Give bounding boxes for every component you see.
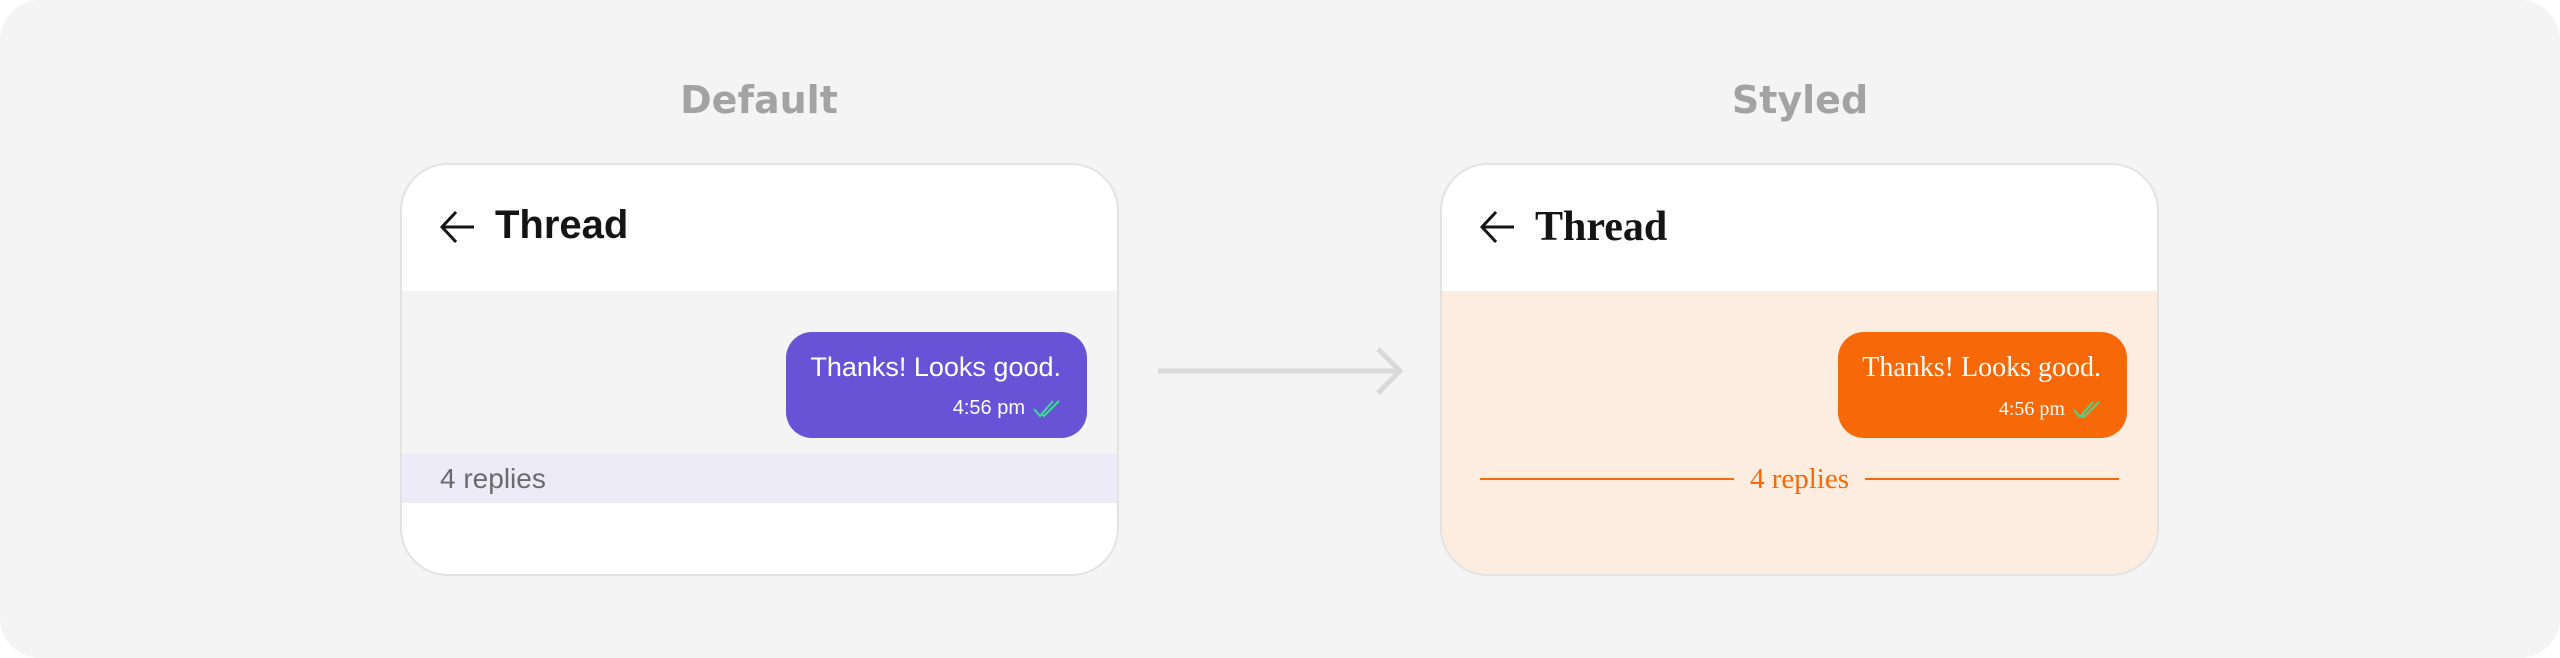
styled-thread-card: Thread Thanks! Looks good. 4:56 pm 4 rep…	[1440, 163, 2159, 576]
thread-header: Thread	[1442, 165, 2157, 291]
message-area: Thanks! Looks good. 4:56 pm 4 replies	[1442, 291, 2157, 574]
arrow-left-icon[interactable]	[438, 209, 478, 245]
message-bubble[interactable]: Thanks! Looks good. 4:56 pm	[786, 332, 1087, 438]
message-time: 4:56 pm	[952, 397, 1025, 419]
default-label: Default	[680, 78, 838, 122]
divider-line	[1480, 478, 1734, 480]
divider-line	[1865, 478, 2119, 480]
message-bubble[interactable]: Thanks! Looks good. 4:56 pm	[1838, 332, 2127, 438]
thread-title: Thread	[495, 203, 629, 247]
composer-space	[402, 503, 1117, 574]
thread-title: Thread	[1535, 204, 1668, 250]
replies-count[interactable]: 4 replies	[402, 454, 1117, 503]
default-thread-card: Thread Thanks! Looks good. 4:56 pm 4 rep…	[400, 163, 1119, 576]
message-area: Thanks! Looks good. 4:56 pm 4 replies	[402, 291, 1117, 574]
arrow-left-icon[interactable]	[1478, 209, 1518, 245]
message-time: 4:56 pm	[1998, 398, 2065, 420]
arrow-right-icon	[1158, 347, 1404, 395]
double-check-icon	[2073, 401, 2100, 419]
replies-text: 4 replies	[440, 463, 546, 494]
message-text: Thanks! Looks good.	[1862, 352, 2101, 383]
styled-label: Styled	[1731, 78, 1869, 122]
double-check-icon	[1033, 400, 1060, 418]
replies-text: 4 replies	[1749, 462, 1850, 495]
replies-divider[interactable]: 4 replies	[1480, 459, 2119, 499]
message-text: Thanks! Looks good.	[810, 352, 1061, 382]
thread-header: Thread	[402, 165, 1117, 291]
